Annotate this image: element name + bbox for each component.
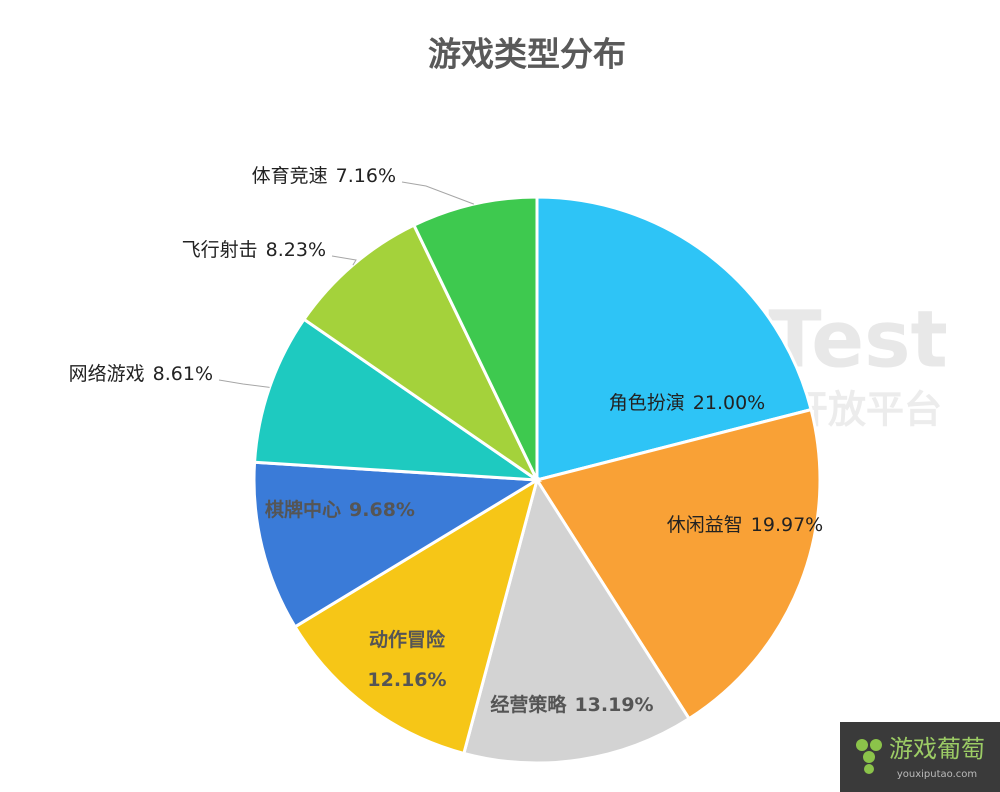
category-label: 网络游戏 xyxy=(69,363,145,385)
leader-line xyxy=(401,181,475,205)
value-label: 8.61% xyxy=(153,363,213,385)
value-label: 13.19% xyxy=(574,694,653,716)
data-label: 棋牌中心 9.68% xyxy=(265,498,415,521)
data-label: 网络游戏 8.61% xyxy=(69,363,213,385)
pie-slice xyxy=(462,476,692,765)
data-label: 休闲益智 19.97% xyxy=(667,514,823,536)
value-label: 21.00% xyxy=(693,392,765,414)
category-label: 休闲益智 xyxy=(667,514,743,536)
logo: 游戏葡萄 youxiputao.com xyxy=(840,722,1000,792)
category-label: 经营策略 xyxy=(490,693,567,716)
value-label: 7.16% xyxy=(336,165,396,187)
value-label: 8.23% xyxy=(266,239,326,261)
leader-line xyxy=(331,255,357,266)
logo-icon xyxy=(864,764,874,774)
value-label: 12.16% xyxy=(367,669,446,691)
category-label: 动作冒险 xyxy=(369,628,446,651)
pie-slice xyxy=(534,407,822,721)
logo-url: youxiputao.com xyxy=(897,769,977,780)
chart-title: 游戏类型分布 xyxy=(428,35,626,74)
data-label: 角色扮演 21.00% xyxy=(609,392,765,414)
data-label: 飞行射击 8.23% xyxy=(182,239,326,261)
logo-icon xyxy=(863,751,875,763)
pie-slice xyxy=(252,460,542,629)
data-label: 体育竞速 7.16% xyxy=(252,165,396,187)
leader-line xyxy=(218,379,270,388)
category-label: 角色扮演 xyxy=(609,392,685,414)
pie-slice xyxy=(292,476,540,756)
pie-slice xyxy=(301,223,541,485)
pie-slice xyxy=(252,317,543,482)
data-label: 经营策略 13.19% xyxy=(490,693,653,716)
value-label: 19.97% xyxy=(751,514,823,536)
pie-slice xyxy=(535,195,813,482)
category-label: 棋牌中心 xyxy=(265,498,341,521)
pie: 角色扮演 21.00% 休闲益智 19.97% 经营策略 13.19% 动作冒险 12.16%… xyxy=(69,165,823,765)
value-label: 9.68% xyxy=(349,499,415,521)
category-label: 飞行射击 xyxy=(182,239,258,261)
logo-icon xyxy=(870,739,882,751)
category-label: 体育竞速 xyxy=(252,165,328,187)
data-label: 动作冒险 12.16% xyxy=(367,628,446,691)
logo-name: 游戏葡萄 xyxy=(889,735,985,763)
logo-icon xyxy=(856,739,868,751)
